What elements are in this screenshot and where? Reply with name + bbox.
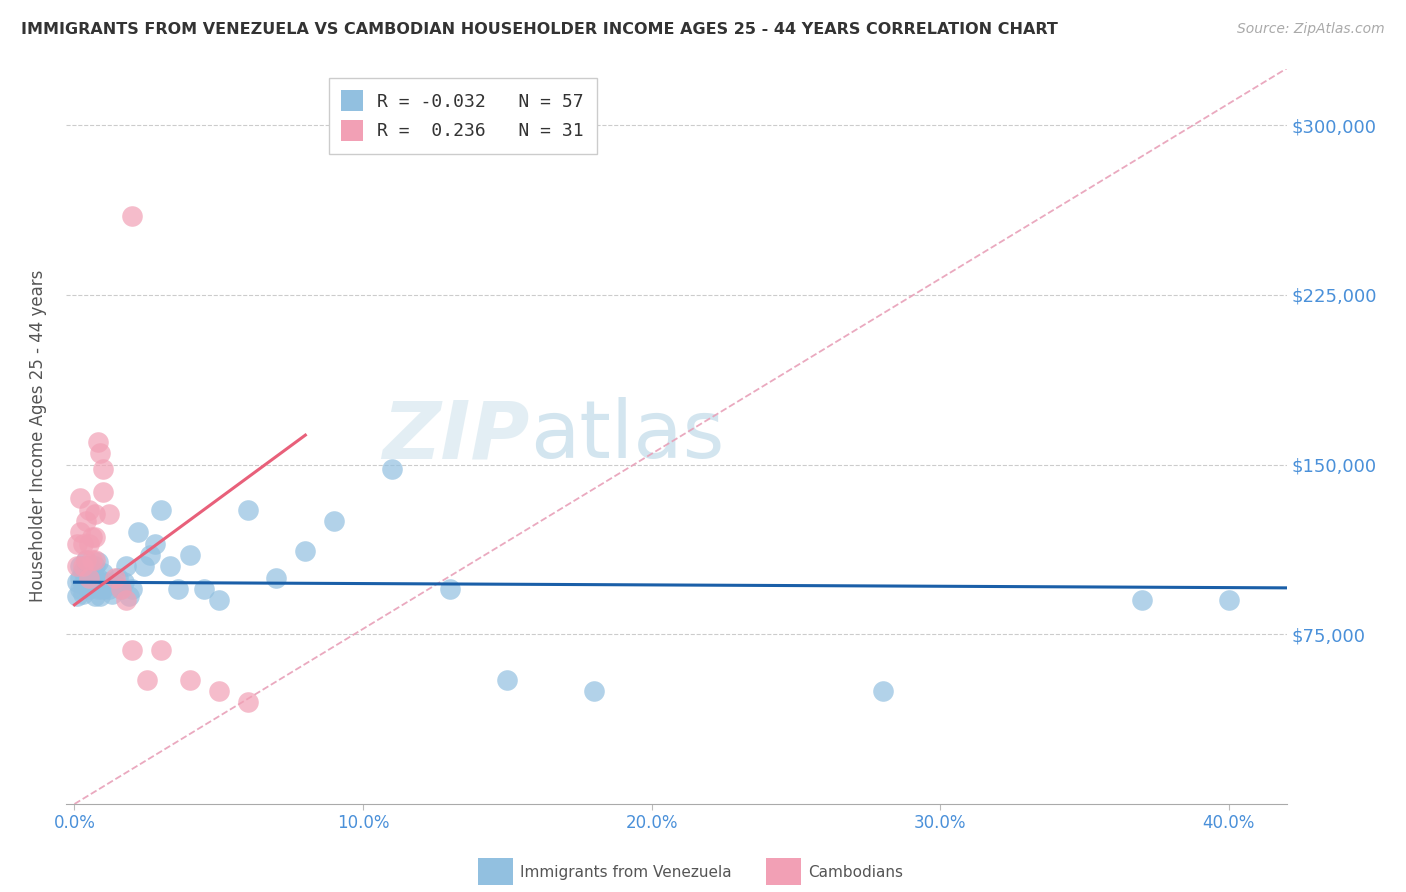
Point — [323, 514, 346, 528]
Point — [132, 559, 155, 574]
Point — [69, 491, 91, 506]
Point — [80, 577, 103, 591]
Point — [66, 559, 89, 574]
Point — [121, 209, 143, 223]
Point — [496, 673, 519, 687]
Point — [72, 577, 94, 591]
Text: Cambodians: Cambodians — [808, 865, 904, 880]
Point — [83, 552, 105, 566]
Point — [193, 582, 215, 596]
Point — [872, 683, 894, 698]
Point — [98, 582, 121, 596]
Point — [1218, 593, 1240, 607]
Text: Immigrants from Venezuela: Immigrants from Venezuela — [520, 865, 733, 880]
Point — [121, 582, 143, 596]
Point — [86, 582, 108, 596]
Point — [83, 589, 105, 603]
Point — [179, 548, 201, 562]
Point — [77, 559, 100, 574]
Point — [75, 552, 97, 566]
Point — [159, 559, 181, 574]
Point — [150, 503, 173, 517]
Point — [80, 564, 103, 578]
Point — [72, 537, 94, 551]
Point — [582, 683, 605, 698]
Point — [115, 593, 138, 607]
Point — [208, 593, 231, 607]
Point — [110, 582, 132, 596]
Point — [167, 582, 190, 596]
Point — [1130, 593, 1153, 607]
Point — [91, 566, 114, 581]
Point — [80, 530, 103, 544]
Point — [91, 484, 114, 499]
Point — [91, 462, 114, 476]
Text: IMMIGRANTS FROM VENEZUELA VS CAMBODIAN HOUSEHOLDER INCOME AGES 25 - 44 YEARS COR: IMMIGRANTS FROM VENEZUELA VS CAMBODIAN H… — [21, 22, 1057, 37]
Point — [381, 462, 404, 476]
Text: atlas: atlas — [530, 397, 724, 475]
Point — [69, 582, 91, 596]
Legend: R = -0.032   N = 57, R =  0.236   N = 31: R = -0.032 N = 57, R = 0.236 N = 31 — [329, 78, 596, 153]
Text: Source: ZipAtlas.com: Source: ZipAtlas.com — [1237, 22, 1385, 37]
Point — [143, 537, 166, 551]
Point — [439, 582, 461, 596]
Point — [83, 530, 105, 544]
Point — [107, 571, 129, 585]
Point — [77, 571, 100, 585]
Point — [69, 525, 91, 540]
Point — [75, 514, 97, 528]
Point — [77, 571, 100, 585]
Point — [83, 559, 105, 574]
Point — [150, 643, 173, 657]
Point — [77, 503, 100, 517]
Point — [66, 537, 89, 551]
Point — [118, 589, 141, 603]
Point — [98, 508, 121, 522]
Point — [89, 589, 111, 603]
Point — [75, 575, 97, 590]
Point — [112, 575, 135, 590]
Point — [69, 559, 91, 574]
Point — [294, 543, 316, 558]
Point — [91, 582, 114, 596]
Point — [66, 589, 89, 603]
Point — [89, 575, 111, 590]
Point — [83, 508, 105, 522]
Point — [138, 548, 160, 562]
Point — [69, 571, 91, 585]
Point — [104, 577, 127, 591]
Point — [179, 673, 201, 687]
Point — [75, 566, 97, 581]
Point — [86, 434, 108, 449]
Point — [135, 673, 157, 687]
Point — [236, 503, 259, 517]
Point — [72, 564, 94, 578]
Point — [110, 582, 132, 596]
Text: ZIP: ZIP — [382, 397, 530, 475]
Point — [72, 559, 94, 574]
Point — [208, 683, 231, 698]
Point — [66, 575, 89, 590]
Point — [115, 559, 138, 574]
Point — [127, 525, 149, 540]
Point — [86, 555, 108, 569]
Point — [121, 643, 143, 657]
Point — [104, 571, 127, 585]
Point — [80, 552, 103, 566]
Point — [266, 571, 288, 585]
Point — [101, 586, 124, 600]
Point — [72, 586, 94, 600]
Point — [96, 575, 118, 590]
Y-axis label: Householder Income Ages 25 - 44 years: Householder Income Ages 25 - 44 years — [30, 270, 46, 602]
Point — [89, 446, 111, 460]
Point — [77, 537, 100, 551]
Point — [75, 552, 97, 566]
Point — [77, 582, 100, 596]
Point — [86, 571, 108, 585]
Point — [83, 575, 105, 590]
Point — [236, 695, 259, 709]
